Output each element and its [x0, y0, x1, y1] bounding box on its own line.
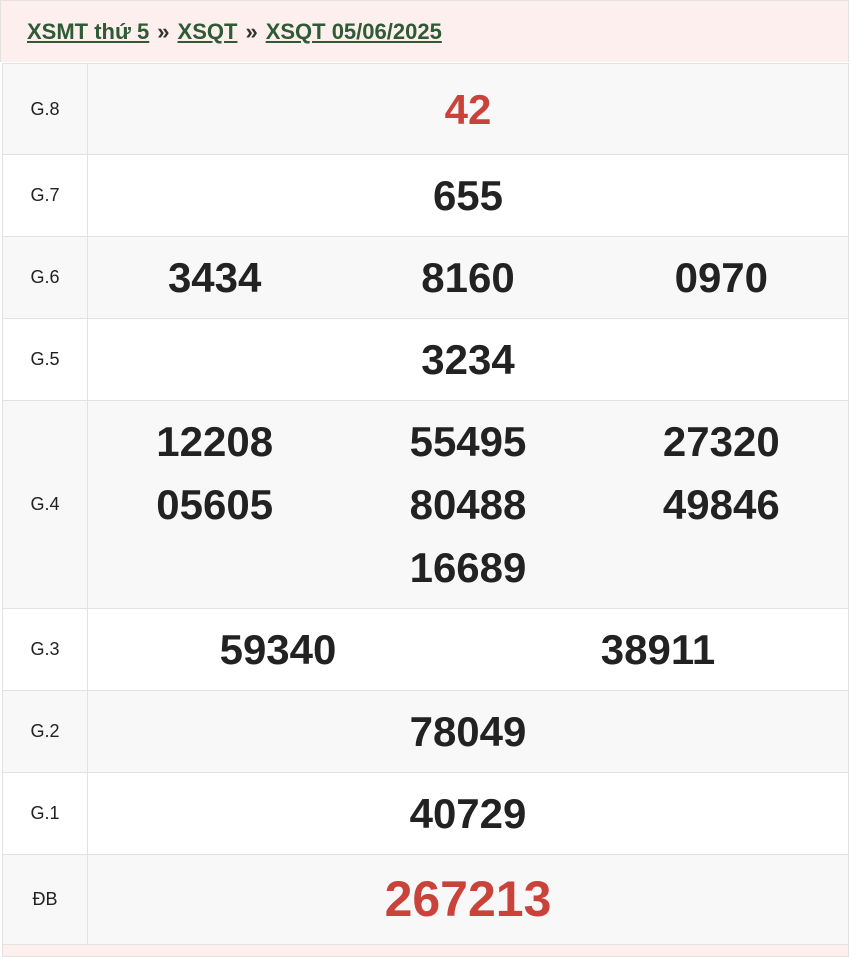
- prize-row-g6: G.6 3434 8160 0970: [2, 236, 849, 319]
- prize-number: 55495: [409, 418, 527, 465]
- prize-label: G.7: [2, 154, 88, 237]
- prize-label: G.4: [2, 400, 88, 609]
- breadcrumb-link-xsqt[interactable]: XSQT: [177, 18, 238, 44]
- prize-row-g2: G.2 78049: [2, 690, 849, 773]
- prize-number: 16689: [409, 544, 527, 591]
- prize-number: 38911: [600, 626, 716, 673]
- breadcrumb-link-xsmt-thu-5[interactable]: XSMT thứ 5: [27, 18, 150, 44]
- prize-number: 42: [444, 85, 492, 133]
- prize-row-g8: G.8 42: [2, 63, 849, 155]
- prize-row-g7: G.7 655: [2, 154, 849, 237]
- prize-number: 49846: [662, 481, 780, 528]
- prize-number: 0970: [674, 254, 769, 301]
- prize-number: 59340: [219, 626, 337, 673]
- prize-label: G.8: [2, 63, 88, 155]
- prize-row-g1: G.1 40729: [2, 772, 849, 855]
- prize-label: G.5: [2, 318, 88, 401]
- breadcrumb: XSMT thứ 5 » XSQT » XSQT 05/06/2025: [0, 0, 849, 62]
- breadcrumb-link-xsqt-date[interactable]: XSQT 05/06/2025: [265, 18, 442, 44]
- prize-number: 78049: [409, 708, 527, 755]
- prize-row-g4: G.4 12208 55495 27320 05605 80488 49846 …: [2, 400, 849, 609]
- special-prize-number: 267213: [384, 871, 552, 927]
- prize-number: 40729: [409, 790, 527, 837]
- prize-label: ĐB: [2, 854, 88, 945]
- table-footer: [2, 944, 849, 957]
- prize-label: G.3: [2, 608, 88, 691]
- prize-label: G.2: [2, 690, 88, 773]
- prize-label: G.1: [2, 772, 88, 855]
- prize-number: 655: [432, 172, 504, 219]
- results-table: G.8 42 G.7 655 G.6 3434 8160 0970 G.5 32…: [2, 63, 849, 945]
- prize-row-special: ĐB 267213: [2, 854, 849, 945]
- breadcrumb-separator: »: [157, 18, 170, 44]
- prize-number: 8160: [421, 254, 515, 301]
- prize-number: 27320: [662, 418, 780, 465]
- prize-row-g5: G.5 3234: [2, 318, 849, 401]
- prize-row-g3: G.3 59340 38911: [2, 608, 849, 691]
- prize-number: 3234: [421, 336, 515, 383]
- prize-number: 12208: [156, 418, 274, 465]
- prize-number: 80488: [409, 481, 527, 528]
- prize-number: 05605: [156, 481, 274, 528]
- prize-label: G.6: [2, 236, 88, 319]
- breadcrumb-separator: »: [245, 18, 258, 44]
- prize-number: 3434: [167, 254, 262, 301]
